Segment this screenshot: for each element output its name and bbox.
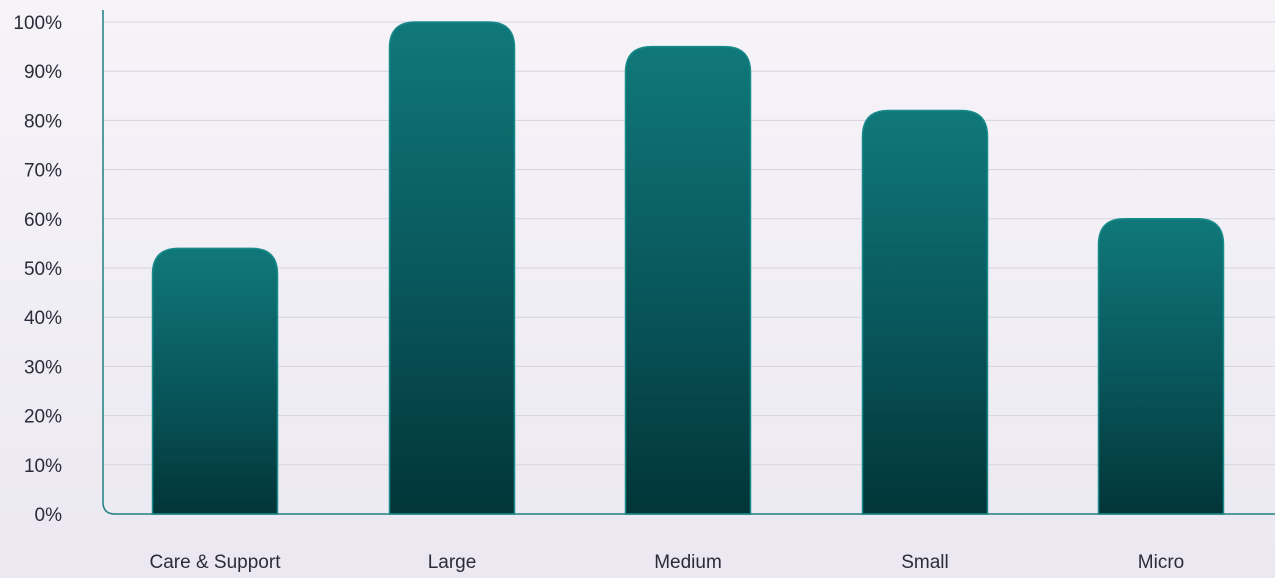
x-category-label: Micro <box>1138 552 1184 573</box>
y-tick-label: 70% <box>24 161 62 182</box>
x-category-label: Small <box>901 552 949 573</box>
x-category-label: Medium <box>654 552 722 573</box>
y-tick-label: 20% <box>24 407 62 428</box>
y-tick-label: 0% <box>35 505 63 526</box>
axes <box>102 10 1275 515</box>
y-axis-ticks: 0% 10% 20% 30% 40% 50% 60% 70% 80% 90% 100% <box>13 13 62 526</box>
y-tick-label: 100% <box>13 13 62 34</box>
y-tick-label: 40% <box>24 308 62 329</box>
y-tick-label: 50% <box>24 259 62 280</box>
x-category-label: Large <box>428 552 477 573</box>
bar-care-support <box>151 247 279 515</box>
bar-micro <box>1097 218 1225 515</box>
x-category-label: Care & Support <box>150 552 282 573</box>
y-tick-label: 90% <box>24 62 62 83</box>
axis-line <box>102 10 1275 515</box>
y-tick-label: 60% <box>24 210 62 231</box>
y-tick-label: 10% <box>24 456 62 477</box>
bar-medium <box>624 45 752 515</box>
bars <box>151 21 1225 515</box>
bar-large <box>388 21 516 515</box>
y-tick-label: 30% <box>24 357 62 378</box>
bar-small <box>861 109 989 515</box>
x-axis-categories: Care & Support Large Medium Small Micro <box>150 552 1185 573</box>
y-tick-label: 80% <box>24 111 62 132</box>
